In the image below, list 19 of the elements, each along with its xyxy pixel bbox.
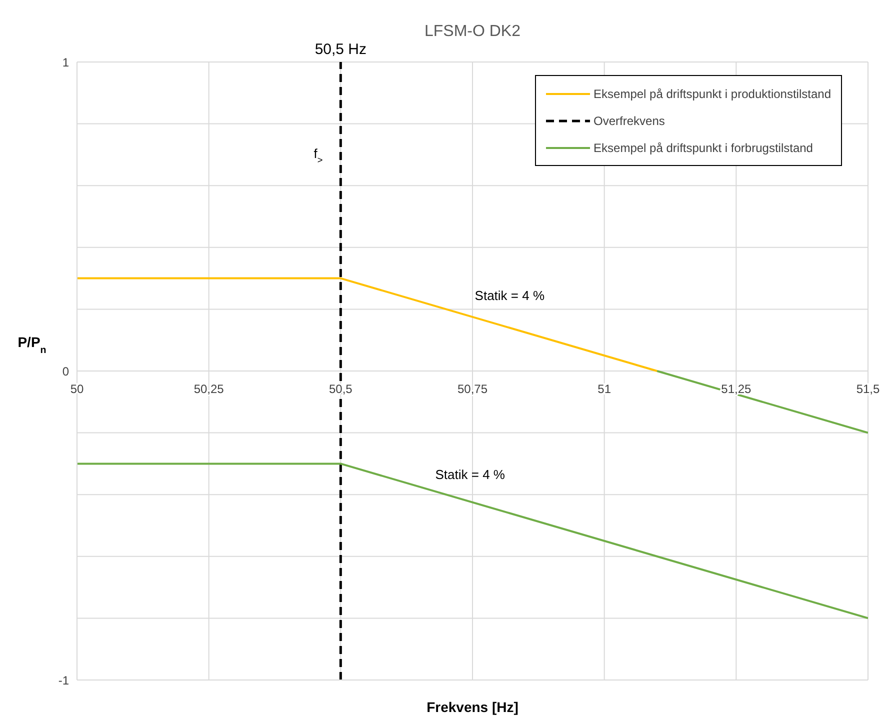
x-tick-label: 51,25 <box>721 382 752 396</box>
annotation: f$_{>}$ <box>314 146 323 165</box>
y-tick-label: 0 <box>62 364 70 378</box>
x-tick-label: 50 <box>70 382 84 396</box>
annotation: 50,5 Hz <box>314 41 367 58</box>
y-axis-title: P/P$_{n}$ <box>18 334 46 356</box>
chart-title: LFSM-O DK2 <box>424 23 521 40</box>
legend-label: Eksempel på driftspunkt i produktionstilstand <box>594 86 831 100</box>
legend-label: Eksempel på driftspunkt i forbrugstilstand <box>594 140 813 154</box>
y-tick-label: 1 <box>62 55 70 70</box>
x-tick-label: 50,75 <box>457 382 488 396</box>
x-axis-title: Frekvens [Hz] <box>426 699 518 715</box>
x-tick-label: 50,25 <box>194 382 224 396</box>
x-tick-label: 51,5 <box>856 382 880 396</box>
legend-label: Overfrekvens <box>594 114 665 128</box>
y-tick-label: -1 <box>58 673 70 688</box>
annotation: Statik = 4 % <box>474 288 545 303</box>
annotation: Statik = 4 % <box>435 467 506 482</box>
x-tick-label: 51 <box>598 382 612 396</box>
